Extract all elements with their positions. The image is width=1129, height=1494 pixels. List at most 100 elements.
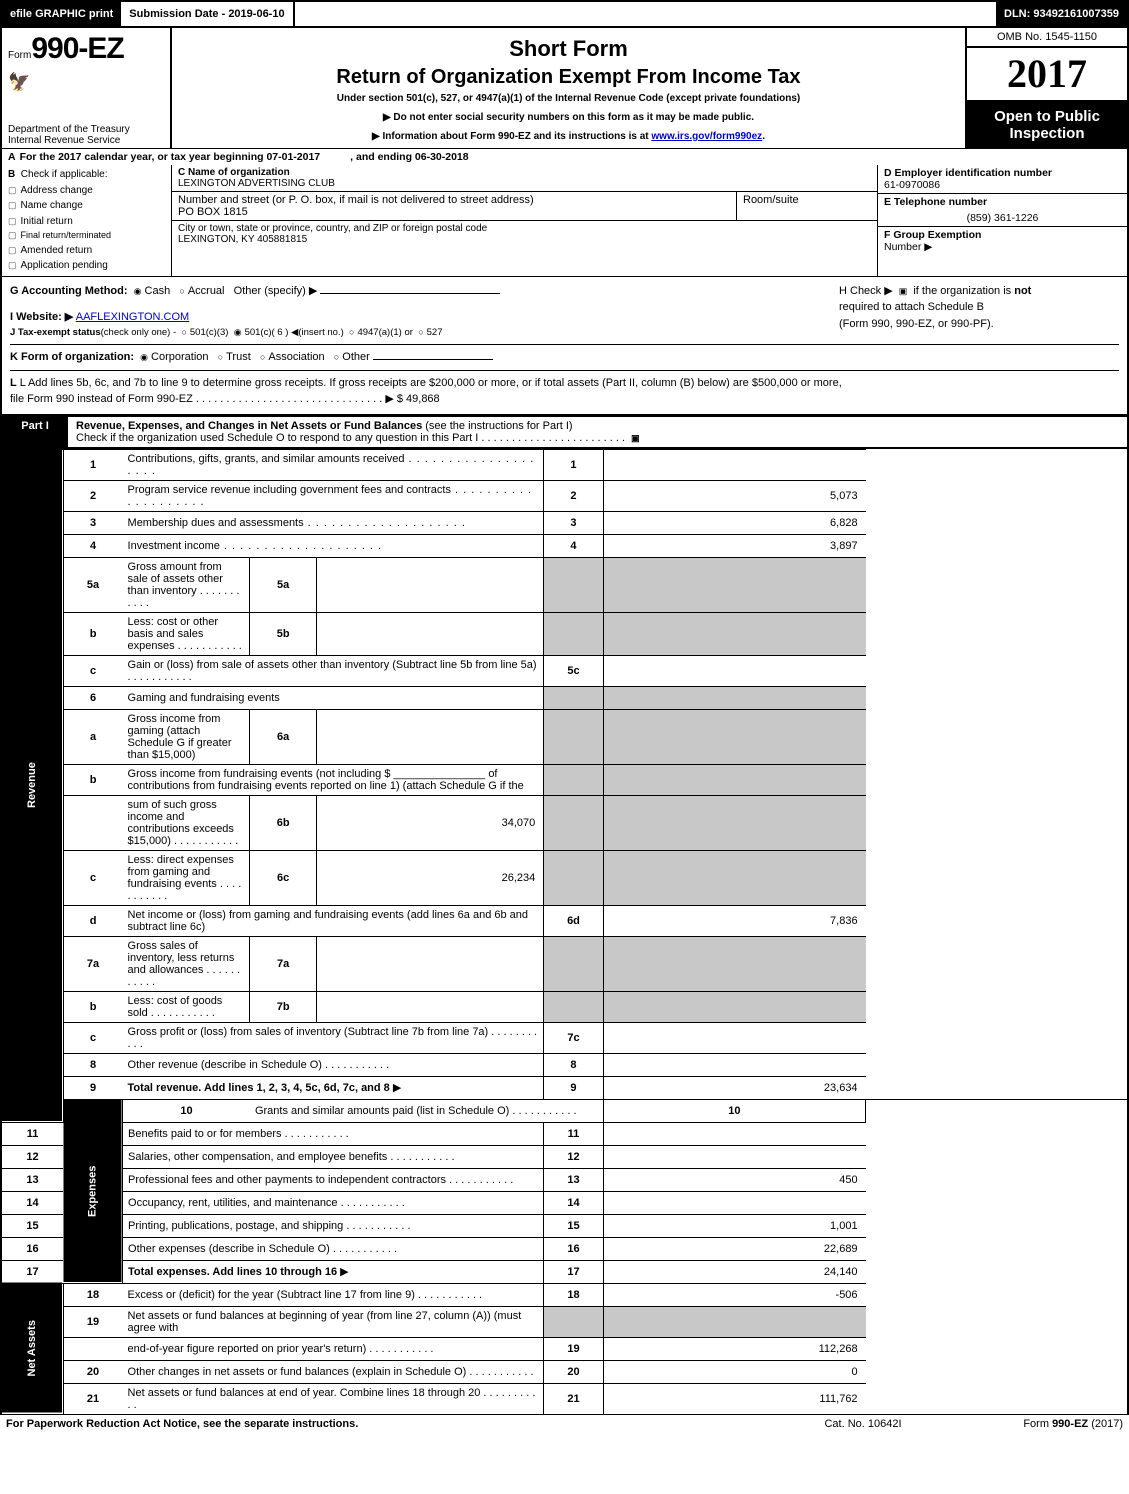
b-label: Check if applicable: <box>21 169 108 180</box>
footer-right: Form 990-EZ (2017) <box>963 1418 1123 1430</box>
chk-application-pending[interactable]: Application pending <box>8 258 165 274</box>
dln: DLN: 93492161007359 <box>996 2 1127 26</box>
g-other[interactable]: Other (specify) ▶ <box>234 285 318 297</box>
open-line1: Open to Public <box>971 108 1123 125</box>
line-7c: cGross profit or (loss) from sales of in… <box>1 1022 1128 1053</box>
line-7a: 7aGross sales of inventory, less returns… <box>1 936 1128 991</box>
tax-year: 2017 <box>967 48 1127 102</box>
h-pre: H Check ▶ <box>839 285 893 297</box>
k-trust[interactable]: Trust <box>218 351 251 363</box>
h-l2: required to attach Schedule B <box>839 301 984 313</box>
line-13: 13Professional fees and other payments t… <box>1 1168 1128 1191</box>
part1-schedule-o-check[interactable] <box>628 432 643 444</box>
dept-line1: Department of the Treasury <box>8 124 164 135</box>
arrow-note-1: ▶ Do not enter social security numbers o… <box>182 112 955 123</box>
line-15: 15Printing, publications, postage, and s… <box>1 1214 1128 1237</box>
j-527[interactable]: 527 <box>418 327 442 338</box>
line-18: Net Assets 18Excess or (deficit) for the… <box>1 1283 1128 1306</box>
h-checkbox[interactable] <box>896 285 911 297</box>
k-corp[interactable]: Corporation <box>140 351 208 363</box>
ghijkl-block: H Check ▶ if the organization is not req… <box>0 276 1129 416</box>
f-label2: Number ▶ <box>884 241 932 253</box>
line-1: Revenue 1 Contributions, gifts, grants, … <box>1 449 1128 480</box>
open-line2: Inspection <box>971 125 1123 142</box>
k-assoc[interactable]: Association <box>260 351 325 363</box>
chk-amended-return[interactable]: Amended return <box>8 243 165 259</box>
line-19b: end-of-year figure reported on prior yea… <box>1 1337 1128 1360</box>
line-6a: aGross income from gaming (attach Schedu… <box>1 709 1128 764</box>
short-form-title: Short Form <box>182 36 955 62</box>
h-l3: (Form 990, 990-EZ, or 990-PF). <box>839 318 994 330</box>
line-21: 21Net assets or fund balances at end of … <box>1 1383 1128 1414</box>
chk-final-return[interactable]: Final return/terminated <box>8 229 165 243</box>
form-prefix: Form <box>8 50 31 61</box>
h-block: H Check ▶ if the organization is not req… <box>839 283 1119 333</box>
c-label: C Name of organization <box>178 167 290 178</box>
line-6d: dNet income or (loss) from gaming and fu… <box>1 905 1128 936</box>
ein-value: 61-0970086 <box>884 179 940 191</box>
line-8: 8Other revenue (describe in Schedule O) … <box>1 1053 1128 1076</box>
line-6c: cLess: direct expenses from gaming and f… <box>1 850 1128 905</box>
j-501c3[interactable]: 501(c)(3) <box>181 327 228 338</box>
line-16: 16Other expenses (describe in Schedule O… <box>1 1237 1128 1260</box>
return-title: Return of Organization Exempt From Incom… <box>182 66 955 89</box>
open-to-public: Open to Public Inspection <box>967 102 1127 149</box>
section-a-text: For the 2017 calendar year, or tax year … <box>20 151 321 163</box>
line-6b-cont: sum of such gross income and contributio… <box>1 795 1128 850</box>
j-4947[interactable]: 4947(a)(1) or <box>349 327 413 338</box>
instructions-link[interactable]: www.irs.gov/form990ez <box>651 131 762 142</box>
website-link[interactable]: AAFLEXINGTON.COM <box>76 311 189 323</box>
chk-initial-return[interactable]: Initial return <box>8 214 165 230</box>
line-17: 17Total expenses. Add lines 10 through 1… <box>1 1260 1128 1283</box>
tab-expenses: Expenses <box>63 1099 122 1283</box>
efile-label: efile GRAPHIC print <box>2 2 121 26</box>
line-6b: bGross income from fundraising events (n… <box>1 764 1128 795</box>
h-not: not <box>1014 285 1031 297</box>
lines-table: Revenue 1 Contributions, gifts, grants, … <box>0 449 1129 1414</box>
g-cash[interactable]: Cash <box>134 285 171 297</box>
city-label: City or town, state or province, country… <box>178 223 487 234</box>
l-text1: L Add lines 5b, 6c, and 7b to line 9 to … <box>20 377 842 389</box>
arrow2-pre: ▶ Information about Form 990-EZ and its … <box>372 131 651 142</box>
room-suite-label: Room/suite <box>737 192 877 220</box>
line-5c: cGain or (loss) from sale of assets othe… <box>1 655 1128 686</box>
part1-label: Part I <box>2 417 68 447</box>
line-12: 12Salaries, other compensation, and empl… <box>1 1145 1128 1168</box>
chk-address-change[interactable]: Address change <box>8 183 165 199</box>
line-2: 2Program service revenue including gover… <box>1 480 1128 511</box>
h-post: if the organization is <box>913 285 1014 297</box>
line-9: 9Total revenue. Add lines 1, 2, 3, 4, 5c… <box>1 1076 1128 1099</box>
tab-net-assets: Net Assets <box>1 1283 63 1414</box>
chk-name-change[interactable]: Name change <box>8 198 165 214</box>
form-number: Form 990-EZ <box>8 32 164 66</box>
arrow-note-2: ▶ Information about Form 990-EZ and its … <box>182 131 955 142</box>
employer-column: D Employer identification number 61-0970… <box>877 165 1127 276</box>
tab-revenue: Revenue <box>1 449 63 1122</box>
k-other[interactable]: Other <box>334 351 370 363</box>
line-19: 19Net assets or fund balances at beginni… <box>1 1306 1128 1337</box>
footer-cat: Cat. No. 10642I <box>763 1418 963 1430</box>
header-right: OMB No. 1545-1150 2017 Open to Public In… <box>967 28 1127 148</box>
part1-bar: Part I Revenue, Expenses, and Changes in… <box>0 416 1129 449</box>
line-11: 11Benefits paid to or for members11 <box>1 1122 1128 1145</box>
line-20: 20Other changes in net assets or fund ba… <box>1 1360 1128 1383</box>
line-10: Expenses 10Grants and similar amounts pa… <box>1 1099 1128 1122</box>
line-6: 6Gaming and fundraising events <box>1 686 1128 709</box>
spacer <box>295 2 996 26</box>
submission-date: Submission Date - 2019-06-10 <box>121 2 294 26</box>
d-label: D Employer identification number <box>884 167 1052 179</box>
top-bar: efile GRAPHIC print Submission Date - 20… <box>0 0 1129 28</box>
department: Department of the Treasury Internal Reve… <box>8 124 164 146</box>
l-line: L L Add lines 5b, 6c, and 7b to line 9 t… <box>10 370 1119 408</box>
section-a: A For the 2017 calendar year, or tax yea… <box>0 148 1129 165</box>
header-left: Form 990-EZ 🦅 Department of the Treasury… <box>2 28 172 148</box>
footer-left: For Paperwork Reduction Act Notice, see … <box>6 1418 763 1430</box>
phone-value: (859) 361-1226 <box>884 208 1121 224</box>
j-501c[interactable]: 501(c)( 6 ) ◀(insert no.) <box>234 327 344 338</box>
dept-line2: Internal Revenue Service <box>8 135 164 146</box>
line-5a: 5aGross amount from sale of assets other… <box>1 557 1128 612</box>
g-accrual[interactable]: Accrual <box>179 285 224 297</box>
section-b-checkboxes: B Check if applicable: Address change Na… <box>2 165 172 276</box>
part1-title: Revenue, Expenses, and Changes in Net As… <box>68 417 1127 447</box>
city-value: LEXINGTON, KY 405881815 <box>178 234 307 245</box>
